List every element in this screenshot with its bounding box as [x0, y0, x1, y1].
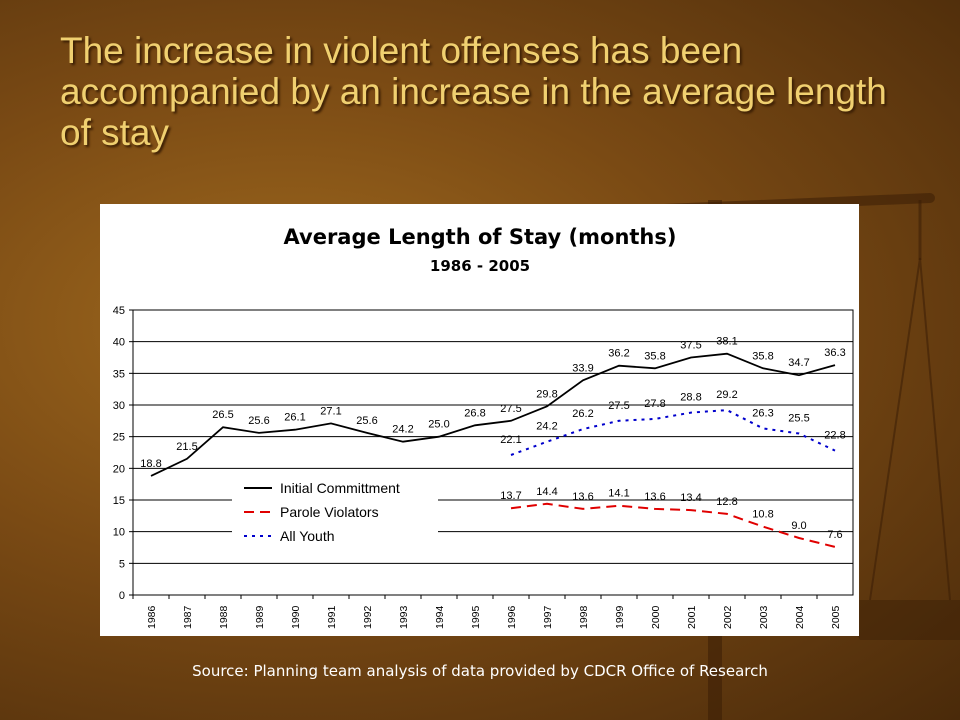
- y-tick-label: 20: [113, 463, 125, 475]
- data-label: 26.3: [752, 407, 773, 419]
- slide-title: The increase in violent offenses has bee…: [60, 30, 887, 153]
- data-label: 35.8: [644, 350, 665, 362]
- x-tick-label: 1991: [326, 605, 338, 629]
- data-label: 34.7: [788, 357, 809, 369]
- data-label: 27.1: [320, 405, 341, 417]
- x-tick-label: 1995: [470, 605, 482, 629]
- data-label: 12.8: [716, 496, 737, 508]
- legend-label: All Youth: [280, 528, 335, 544]
- data-label: 22.1: [500, 434, 521, 446]
- data-label: 18.8: [140, 458, 161, 470]
- data-label: 25.6: [356, 415, 377, 427]
- x-tick-label: 2001: [686, 605, 698, 629]
- series-line: [510, 409, 836, 456]
- data-label: 14.4: [536, 486, 557, 498]
- plot-area: [132, 309, 854, 596]
- data-label: 21.5: [176, 441, 197, 453]
- data-label: 14.1: [608, 488, 629, 500]
- data-label: 37.5: [680, 340, 701, 352]
- data-label: 28.8: [680, 392, 701, 404]
- data-label: 24.2: [392, 424, 413, 436]
- chart-subtitle: 1986 - 2005: [430, 257, 530, 275]
- y-tick-label: 25: [113, 432, 125, 444]
- x-tick-label: 1996: [506, 605, 518, 629]
- data-label: 36.2: [608, 348, 629, 360]
- legend-label: Parole Violators: [280, 504, 379, 520]
- x-tick-label: 2004: [794, 605, 806, 629]
- legend-label: Initial Committment: [280, 480, 400, 496]
- data-label: 25.6: [248, 415, 269, 427]
- data-label: 27.5: [608, 400, 629, 412]
- x-tick-label: 2002: [722, 605, 734, 629]
- x-tick-label: 1997: [542, 605, 554, 629]
- y-tick-label: 35: [113, 368, 125, 380]
- data-label: 13.6: [644, 491, 665, 503]
- y-tick-label: 5: [119, 558, 125, 570]
- data-label: 25.0: [428, 419, 449, 431]
- data-label: 33.9: [572, 362, 593, 374]
- source-note: Source: Planning team analysis of data p…: [192, 662, 768, 680]
- data-label: 29.2: [716, 389, 737, 401]
- y-tick-label: 40: [113, 337, 125, 349]
- data-label: 22.8: [824, 430, 845, 442]
- y-tick-label: 45: [113, 305, 125, 317]
- x-tick-label: 1992: [362, 605, 374, 629]
- chart-panel: Average Length of Stay (months) 1986 - 2…: [100, 204, 859, 636]
- data-label: 29.8: [536, 388, 557, 400]
- data-label: 26.1: [284, 412, 305, 424]
- data-label: 13.4: [680, 492, 701, 504]
- x-tick-label: 1989: [254, 605, 266, 629]
- data-label: 25.5: [788, 413, 809, 425]
- x-tick-label: 1988: [218, 605, 230, 629]
- y-tick-label: 30: [113, 400, 125, 412]
- data-label: 27.8: [644, 398, 665, 410]
- data-label: 24.2: [536, 421, 557, 433]
- chart-title: Average Length of Stay (months): [284, 225, 677, 249]
- chart-legend: Initial Committment Parole Violators All Y…: [232, 474, 438, 548]
- x-tick-label: 1998: [578, 605, 590, 629]
- data-label: 38.1: [716, 336, 737, 348]
- y-tick-label: 15: [113, 495, 125, 507]
- data-label: 13.6: [572, 491, 593, 503]
- series-line: [150, 352, 836, 477]
- x-tick-label: 2003: [758, 605, 770, 629]
- data-label: 13.7: [500, 490, 521, 502]
- x-tick-label: 2000: [650, 605, 662, 629]
- data-label: 10.8: [752, 509, 773, 521]
- x-tick-label: 1987: [182, 605, 194, 629]
- series-line: [510, 502, 836, 548]
- x-tick-label: 1986: [146, 605, 158, 629]
- data-label: 35.8: [752, 350, 773, 362]
- x-tick-label: 1990: [290, 605, 302, 629]
- data-label: 36.3: [824, 347, 845, 359]
- data-label: 9.0: [791, 520, 806, 532]
- x-tick-label: 1999: [614, 605, 626, 629]
- x-tick-label: 1993: [398, 605, 410, 629]
- data-label: 27.5: [500, 403, 521, 415]
- data-label: 26.2: [572, 408, 593, 420]
- y-tick-label: 0: [119, 590, 125, 602]
- x-tick-label: 2005: [830, 605, 842, 629]
- data-label: 26.5: [212, 409, 233, 421]
- data-label: 7.6: [827, 529, 842, 541]
- x-tick-label: 1994: [434, 605, 446, 629]
- data-label: 26.8: [464, 407, 485, 419]
- line-chart: Average Length of Stay (months) 1986 - 2…: [113, 225, 854, 629]
- y-tick-label: 10: [113, 527, 125, 539]
